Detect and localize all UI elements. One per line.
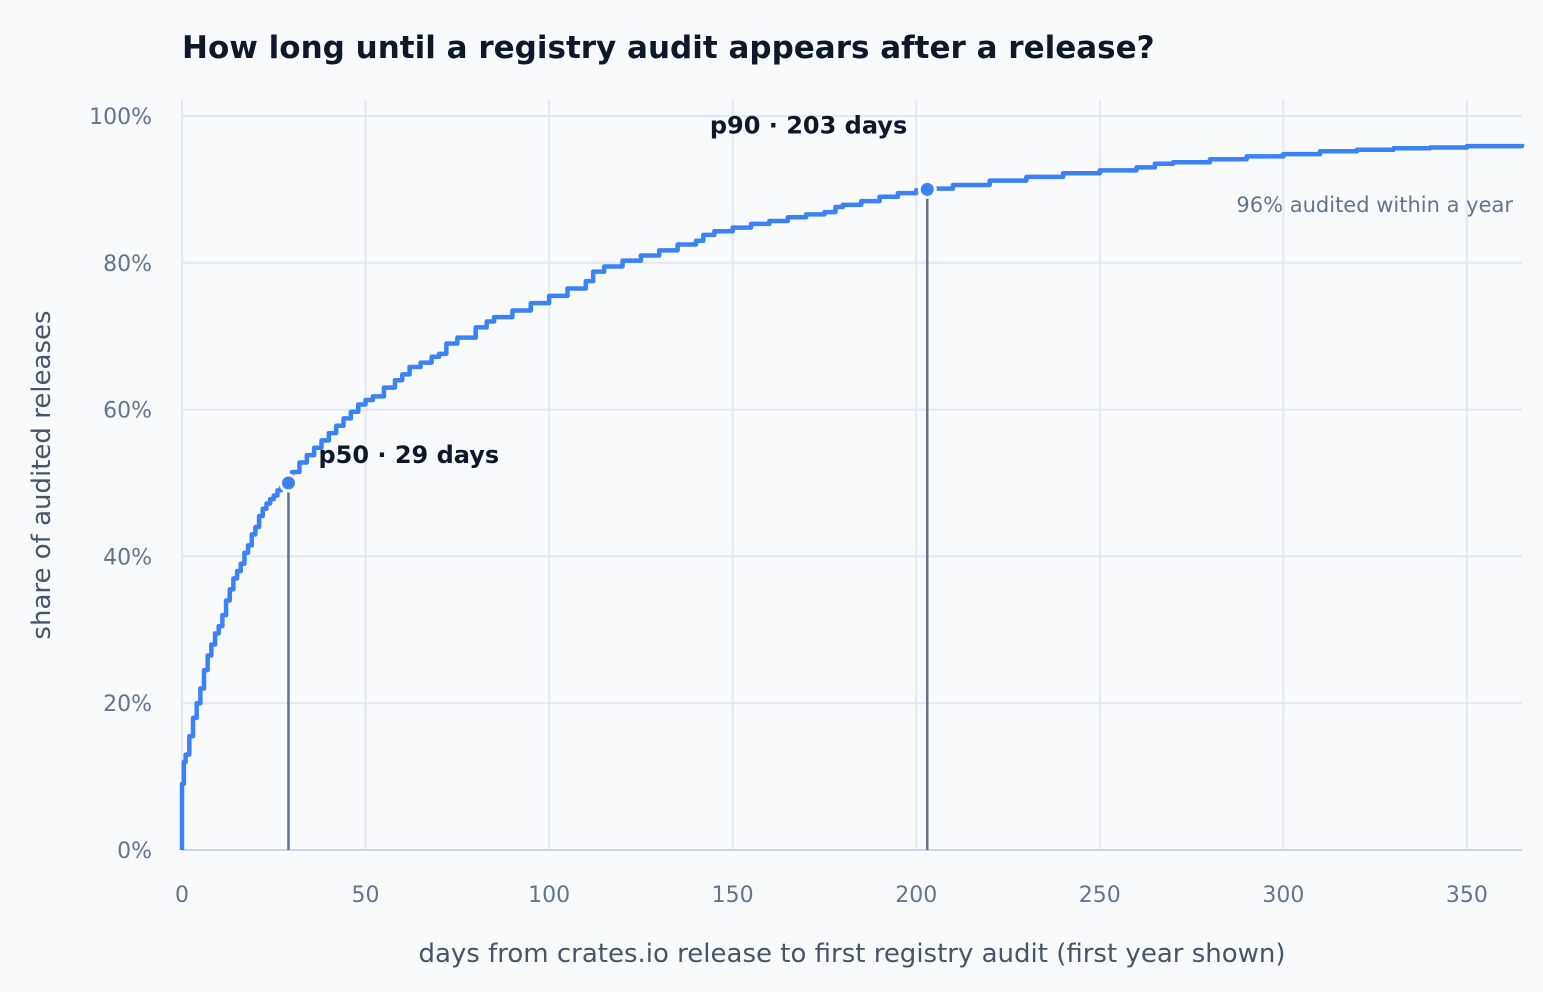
x-tick-label: 0: [175, 883, 189, 908]
x-tick-label: 100: [528, 883, 570, 908]
percentile-markers: p50 · 29 days p90 · 203 days: [278, 111, 937, 850]
tick-labels: 0 50 100 150 200 250 300 350 0% 20% 40% 60% 80% 100%: [89, 105, 1488, 908]
gridlines: [181, 100, 1522, 851]
x-axis-label: days from crates.io release to first reg…: [418, 939, 1285, 969]
y-tick-label: 40%: [103, 545, 152, 570]
cdf-line: [179, 143, 1525, 850]
y-axis-label: share of audited releases: [27, 310, 57, 639]
percentile-point: [278, 473, 298, 493]
x-tick-label: 150: [712, 883, 754, 908]
percentile-point: [917, 179, 937, 199]
annotation-year: 96% audited within a year: [1236, 193, 1513, 217]
y-tick-label: 80%: [103, 252, 152, 277]
x-tick-label: 250: [1079, 883, 1121, 908]
chart-title: How long until a registry audit appears …: [182, 30, 1155, 66]
y-tick-label: 20%: [103, 692, 152, 717]
percentile-label: p90 · 203 days: [710, 111, 907, 139]
series-layer: [179, 143, 1525, 850]
y-tick-label: 60%: [103, 399, 152, 424]
percentile-label: p50 · 29 days: [318, 441, 499, 469]
x-tick-label: 50: [352, 883, 380, 908]
x-tick-label: 300: [1262, 883, 1304, 908]
x-tick-label: 200: [895, 883, 937, 908]
y-tick-label: 0%: [117, 839, 152, 864]
x-tick-label: 350: [1446, 883, 1488, 908]
y-tick-label: 100%: [89, 105, 152, 130]
